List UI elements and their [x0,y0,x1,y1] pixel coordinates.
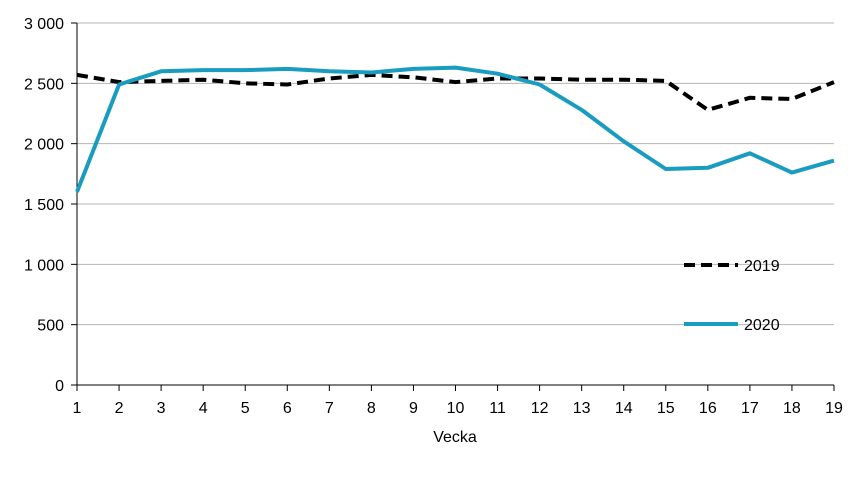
x-tick-label: 16 [699,400,717,417]
y-tick-label: 1 000 [24,257,64,274]
x-tick-label: 15 [657,400,675,417]
x-tick-label: 1 [73,400,82,417]
x-tick-label: 8 [367,400,376,417]
axes [71,22,835,391]
x-tick-label: 3 [157,400,166,417]
y-tick-labels: 0 500 1 000 1 500 2 000 2 500 3 000 [24,16,64,395]
x-tick-label: 14 [615,400,633,417]
x-tick-label: 11 [489,400,506,417]
x-tick-label: 4 [199,400,208,417]
x-tick-label: 2 [115,400,124,417]
y-tick-label: 0 [55,378,64,395]
x-tick-label: 12 [531,400,549,417]
x-tick-labels: 1 2 3 4 5 6 7 8 9 10 11 12 13 14 15 16 17 18 19 [73,400,843,417]
series-lines [75,65,835,193]
series-line-2019 [76,72,835,113]
series-line-2020 [75,65,835,193]
x-tick-label: 18 [783,400,801,417]
y-tick-label: 2 500 [24,76,64,93]
x-tick-label: 9 [409,400,418,417]
y-tick-label: 2 000 [24,137,64,154]
legend-label-2020: 2020 [744,317,780,334]
x-tick-label: 6 [283,400,292,417]
x-tick-label: 17 [741,400,759,417]
y-tick-label: 500 [37,318,64,335]
legend: 2019 2020 [684,258,780,334]
x-tick-label: 7 [325,400,334,417]
y-tick-label: 3 000 [24,16,64,33]
y-tick-label: 1 500 [24,197,64,214]
x-tick-label: 13 [573,400,591,417]
x-tick-label: 5 [241,400,250,417]
legend-label-2019: 2019 [744,258,780,275]
x-tick-label: 19 [825,400,843,417]
x-axis-title: Vecka [433,429,477,446]
x-tick-label: 10 [447,400,465,417]
